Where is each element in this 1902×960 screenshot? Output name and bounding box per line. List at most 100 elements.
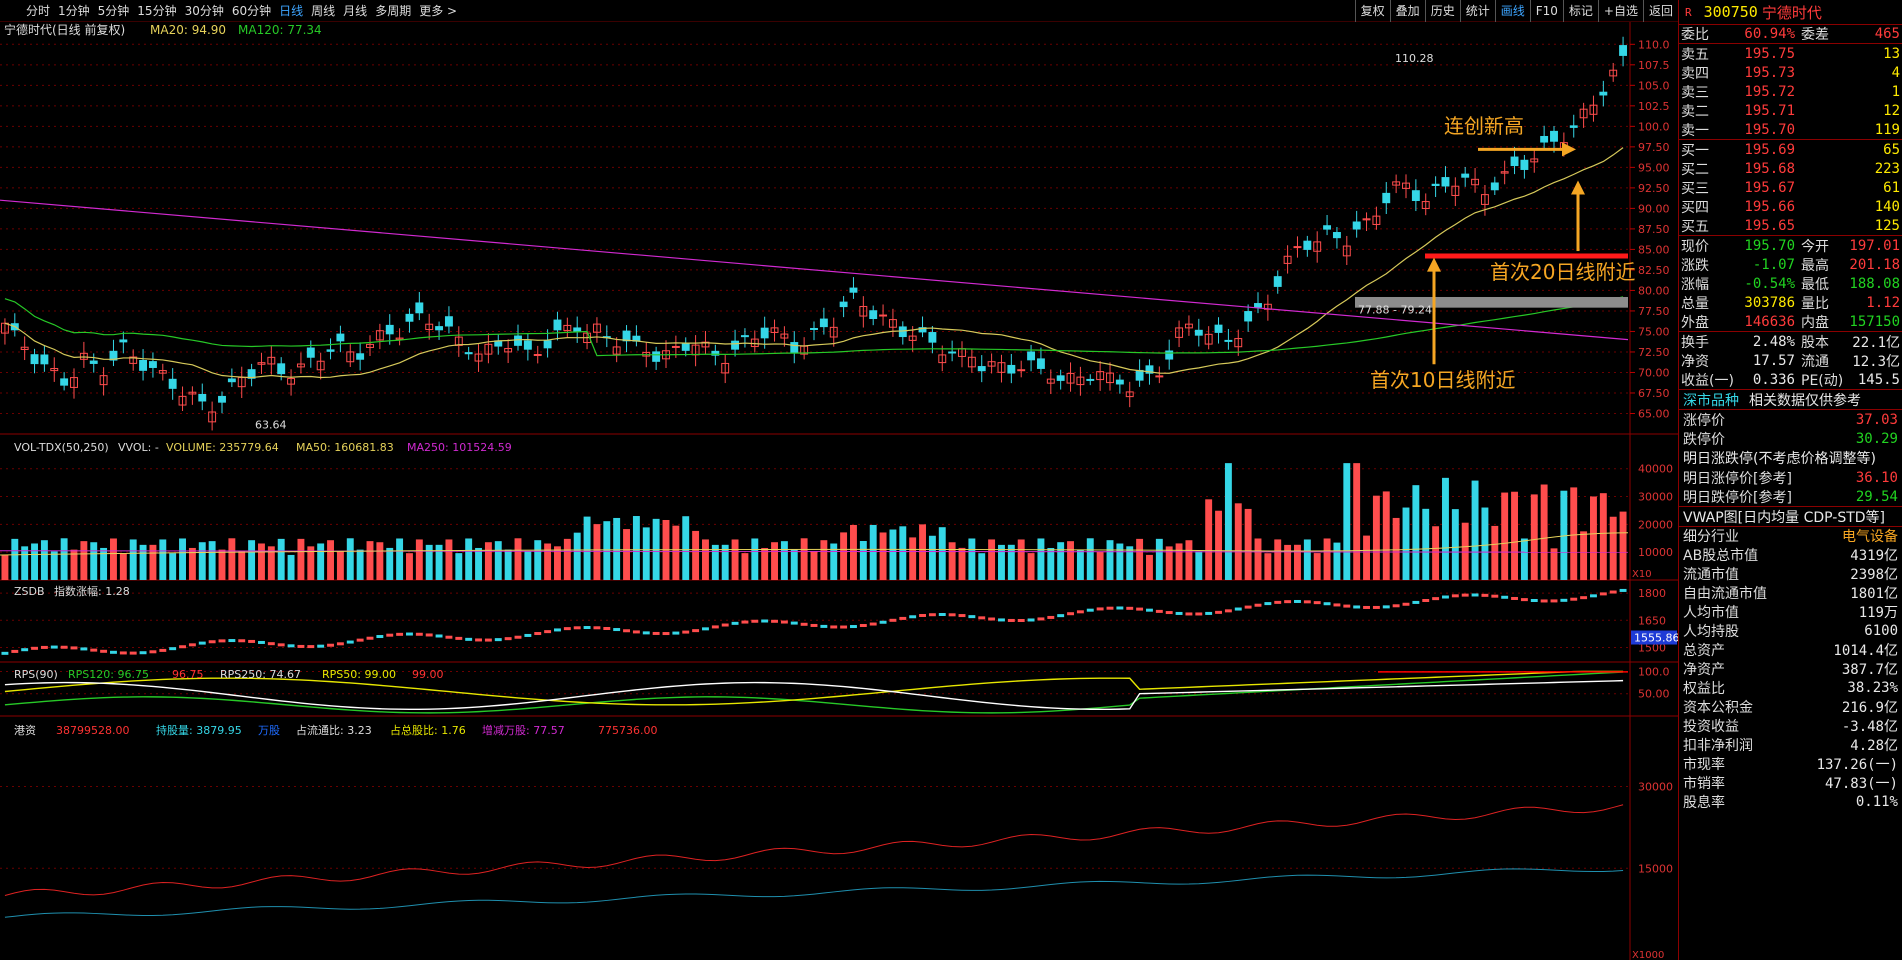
tool-2[interactable]: 历史 xyxy=(1424,0,1460,22)
zsdb-candle xyxy=(869,622,877,626)
tab-1[interactable]: 1分钟 xyxy=(58,3,90,18)
bid-row[interactable]: 买五 195.65 125 xyxy=(1679,216,1902,235)
zsdb-candle xyxy=(1234,607,1242,611)
candle-body xyxy=(1540,135,1549,143)
volume-bar xyxy=(1234,503,1242,580)
tab-9[interactable]: 多周期 xyxy=(375,3,412,18)
candle-body xyxy=(849,287,858,293)
candle-body xyxy=(1579,108,1588,119)
zsdb-candle xyxy=(1037,617,1045,621)
volume-bar xyxy=(682,516,690,580)
tab-2[interactable]: 5分钟 xyxy=(97,3,130,18)
candle-body xyxy=(227,378,236,383)
zsdb-candle xyxy=(1333,603,1341,607)
candle-body xyxy=(1352,221,1361,230)
zsdb-candle xyxy=(1086,608,1094,612)
zsdb-candle xyxy=(317,644,325,648)
candle-body xyxy=(1046,378,1055,384)
candle-body xyxy=(533,353,542,356)
info-value: 38.23% xyxy=(1847,679,1898,696)
candle-body xyxy=(810,327,818,330)
tab-0[interactable]: 分时 xyxy=(26,3,51,18)
finance-value: 2.48% xyxy=(1752,333,1795,350)
volume-bar xyxy=(1116,543,1124,580)
ask-row[interactable]: 卖二 195.71 12 xyxy=(1679,101,1902,120)
candle-body xyxy=(553,319,562,331)
zsdb-candle xyxy=(702,627,709,631)
tool-4[interactable]: 画线 xyxy=(1494,0,1530,22)
tool-0[interactable]: 复权 xyxy=(1354,0,1390,22)
candle-body xyxy=(40,354,49,365)
candle-body xyxy=(1027,351,1036,361)
tab-4[interactable]: 30分钟 xyxy=(184,3,224,18)
tool-7[interactable]: +自选 xyxy=(1597,0,1643,22)
candle-body xyxy=(1283,255,1292,264)
weicha-value: 465 xyxy=(1874,26,1900,42)
info-value: 47.83(一) xyxy=(1824,775,1898,792)
zsdb-candle xyxy=(100,649,108,653)
rps-legend-50: RPS50: 99.00 xyxy=(322,668,396,681)
tab-3[interactable]: 15分钟 xyxy=(137,3,177,18)
volume-bar xyxy=(544,543,552,580)
candle-body xyxy=(908,335,917,341)
candle-body xyxy=(1076,376,1085,386)
zsdb-candle xyxy=(435,634,443,638)
finance-label: 股本 xyxy=(1801,334,1829,351)
candle-body xyxy=(1224,339,1233,342)
ask-row[interactable]: 卖三 195.72 1 xyxy=(1679,82,1902,101)
candle-body xyxy=(622,330,631,342)
volume-bar xyxy=(711,544,719,580)
rps120-line xyxy=(4,671,1624,714)
tool-8[interactable]: 返回 xyxy=(1642,0,1678,22)
candle-body xyxy=(1342,245,1351,257)
candle-body xyxy=(1392,181,1401,186)
tool-6[interactable]: 标记 xyxy=(1562,0,1598,22)
hk-legend-v5: 占总股比: 1.76 xyxy=(390,723,466,737)
tab-10[interactable]: 更多 > xyxy=(419,3,458,18)
tool-3[interactable]: 统计 xyxy=(1459,0,1495,22)
hk-legend-v6: 增减万股: 77.57 xyxy=(482,723,565,737)
zsdb-candle xyxy=(11,649,19,653)
zsdb-candle xyxy=(406,632,413,636)
volume-bar xyxy=(1067,541,1074,580)
volume-bar xyxy=(366,541,374,580)
bid-row[interactable]: 买四 195.66 140 xyxy=(1679,197,1902,216)
ask-row[interactable]: 卖四 195.73 4 xyxy=(1679,63,1902,82)
ask-row[interactable]: 卖五 195.75 13 xyxy=(1679,44,1902,63)
zsdb-candle xyxy=(376,635,384,639)
volume-bar xyxy=(386,547,394,580)
tool-5[interactable]: F10 xyxy=(1529,0,1563,22)
bid-row[interactable]: 买三 195.67 61 xyxy=(1679,178,1902,197)
ask-row[interactable]: 卖一 195.70 119 xyxy=(1679,120,1902,139)
candle-body xyxy=(701,341,710,348)
bid-row[interactable]: 买二 195.68 223 xyxy=(1679,159,1902,178)
candle-body xyxy=(1372,215,1381,225)
zsdb-candle xyxy=(80,647,88,651)
tab-7[interactable]: 周线 xyxy=(311,3,336,18)
zsdb-candle xyxy=(1047,615,1055,619)
info-label: 权益比 xyxy=(1683,680,1725,697)
vwap-link-text[interactable]: VWAP图[日内均量 CDP-STD等] xyxy=(1683,509,1886,526)
tab-8[interactable]: 月线 xyxy=(343,3,368,18)
vwap-link[interactable]: VWAP图[日内均量 CDP-STD等] xyxy=(1679,506,1902,526)
volume-bar xyxy=(1155,538,1163,580)
kline-chart[interactable]: 110.0 107.5 105.0 102.5 100.0 97.50 95.00 92.50… xyxy=(0,22,1678,960)
bid-row[interactable]: 买一 195.69 65 xyxy=(1679,140,1902,159)
candle-body xyxy=(918,327,927,333)
zsdb-candle xyxy=(948,613,956,617)
candle-body xyxy=(287,378,296,385)
volume-bar xyxy=(494,541,502,580)
tab-6[interactable]: 日线 xyxy=(279,3,304,18)
zsdb-candle xyxy=(336,642,344,646)
tab-5[interactable]: 60分钟 xyxy=(231,3,272,18)
candle-body xyxy=(928,332,937,343)
ask-label: 卖五 xyxy=(1681,46,1709,63)
candle-body xyxy=(1461,173,1470,178)
bid-list: 买一 195.69 65 买二 195.68 223 买三 195.67 61 买四 195.66 1… xyxy=(1679,139,1902,235)
zsdb-candle xyxy=(1106,606,1114,610)
volume-bar xyxy=(258,543,265,580)
tool-1[interactable]: 叠加 xyxy=(1389,0,1425,22)
price-label: 110.0 xyxy=(1638,38,1670,51)
candle-body xyxy=(1293,246,1302,249)
candle-body xyxy=(1007,364,1016,374)
